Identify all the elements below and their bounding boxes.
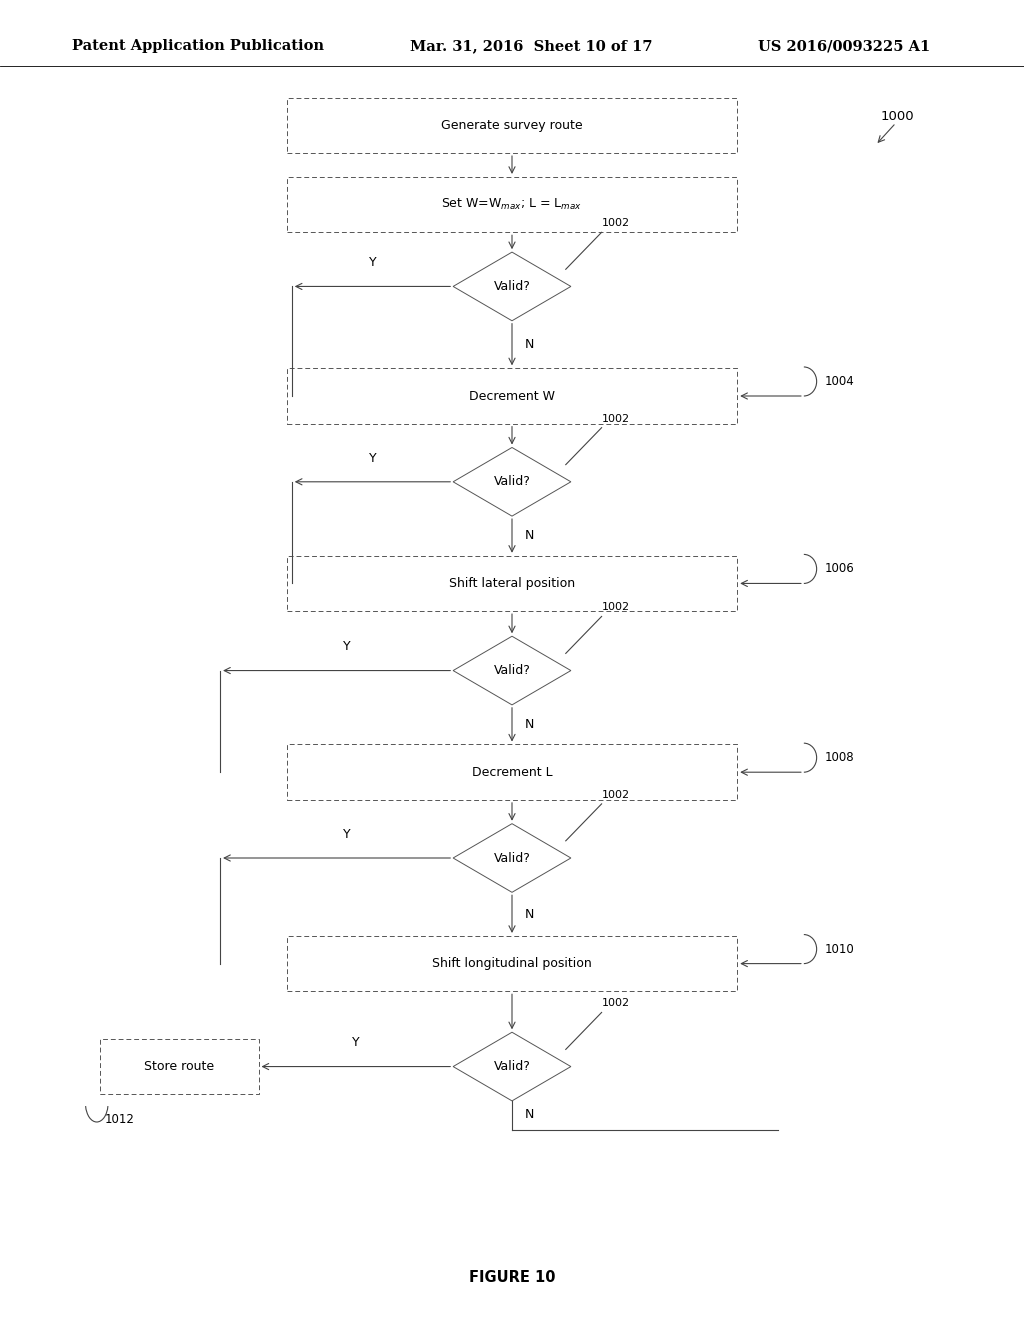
- FancyBboxPatch shape: [99, 1039, 258, 1094]
- Text: Shift lateral position: Shift lateral position: [449, 577, 575, 590]
- FancyBboxPatch shape: [287, 556, 737, 611]
- Polygon shape: [453, 447, 571, 516]
- Text: Y: Y: [343, 640, 350, 653]
- Text: N: N: [524, 908, 534, 920]
- Text: 1008: 1008: [824, 751, 854, 764]
- Text: US 2016/0093225 A1: US 2016/0093225 A1: [758, 40, 930, 53]
- Text: N: N: [524, 1107, 534, 1121]
- FancyBboxPatch shape: [287, 936, 737, 991]
- Text: Store route: Store route: [144, 1060, 214, 1073]
- Text: Decrement W: Decrement W: [469, 389, 555, 403]
- FancyBboxPatch shape: [287, 368, 737, 424]
- Text: Valid?: Valid?: [494, 1060, 530, 1073]
- Text: N: N: [524, 529, 534, 543]
- Text: N: N: [524, 338, 534, 351]
- Text: 1002: 1002: [602, 998, 630, 1008]
- Text: Shift longitudinal position: Shift longitudinal position: [432, 957, 592, 970]
- Text: Valid?: Valid?: [494, 475, 530, 488]
- Text: 1006: 1006: [824, 562, 854, 576]
- Text: Y: Y: [352, 1036, 359, 1049]
- Text: Y: Y: [343, 828, 350, 841]
- Text: Mar. 31, 2016  Sheet 10 of 17: Mar. 31, 2016 Sheet 10 of 17: [410, 40, 652, 53]
- FancyBboxPatch shape: [287, 177, 737, 232]
- Text: 1002: 1002: [602, 789, 630, 800]
- Text: Decrement L: Decrement L: [472, 766, 552, 779]
- Text: Valid?: Valid?: [494, 664, 530, 677]
- Polygon shape: [453, 1032, 571, 1101]
- Text: 1000: 1000: [881, 110, 914, 123]
- Text: Patent Application Publication: Patent Application Publication: [72, 40, 324, 53]
- Text: Generate survey route: Generate survey route: [441, 119, 583, 132]
- Text: Valid?: Valid?: [494, 851, 530, 865]
- Text: N: N: [524, 718, 534, 731]
- Polygon shape: [453, 636, 571, 705]
- Text: Y: Y: [369, 256, 376, 269]
- Text: 1002: 1002: [602, 218, 630, 228]
- Text: Valid?: Valid?: [494, 280, 530, 293]
- Text: FIGURE 10: FIGURE 10: [469, 1270, 555, 1286]
- Text: 1002: 1002: [602, 602, 630, 612]
- FancyBboxPatch shape: [287, 98, 737, 153]
- Text: 1012: 1012: [104, 1113, 135, 1126]
- Text: Set W=W$_{max}$; L = L$_{max}$: Set W=W$_{max}$; L = L$_{max}$: [441, 197, 583, 213]
- FancyBboxPatch shape: [287, 744, 737, 800]
- Text: 1002: 1002: [602, 413, 630, 424]
- Text: Y: Y: [369, 451, 376, 465]
- Text: 1004: 1004: [824, 375, 854, 388]
- Polygon shape: [453, 824, 571, 892]
- Polygon shape: [453, 252, 571, 321]
- Text: 1010: 1010: [824, 942, 854, 956]
